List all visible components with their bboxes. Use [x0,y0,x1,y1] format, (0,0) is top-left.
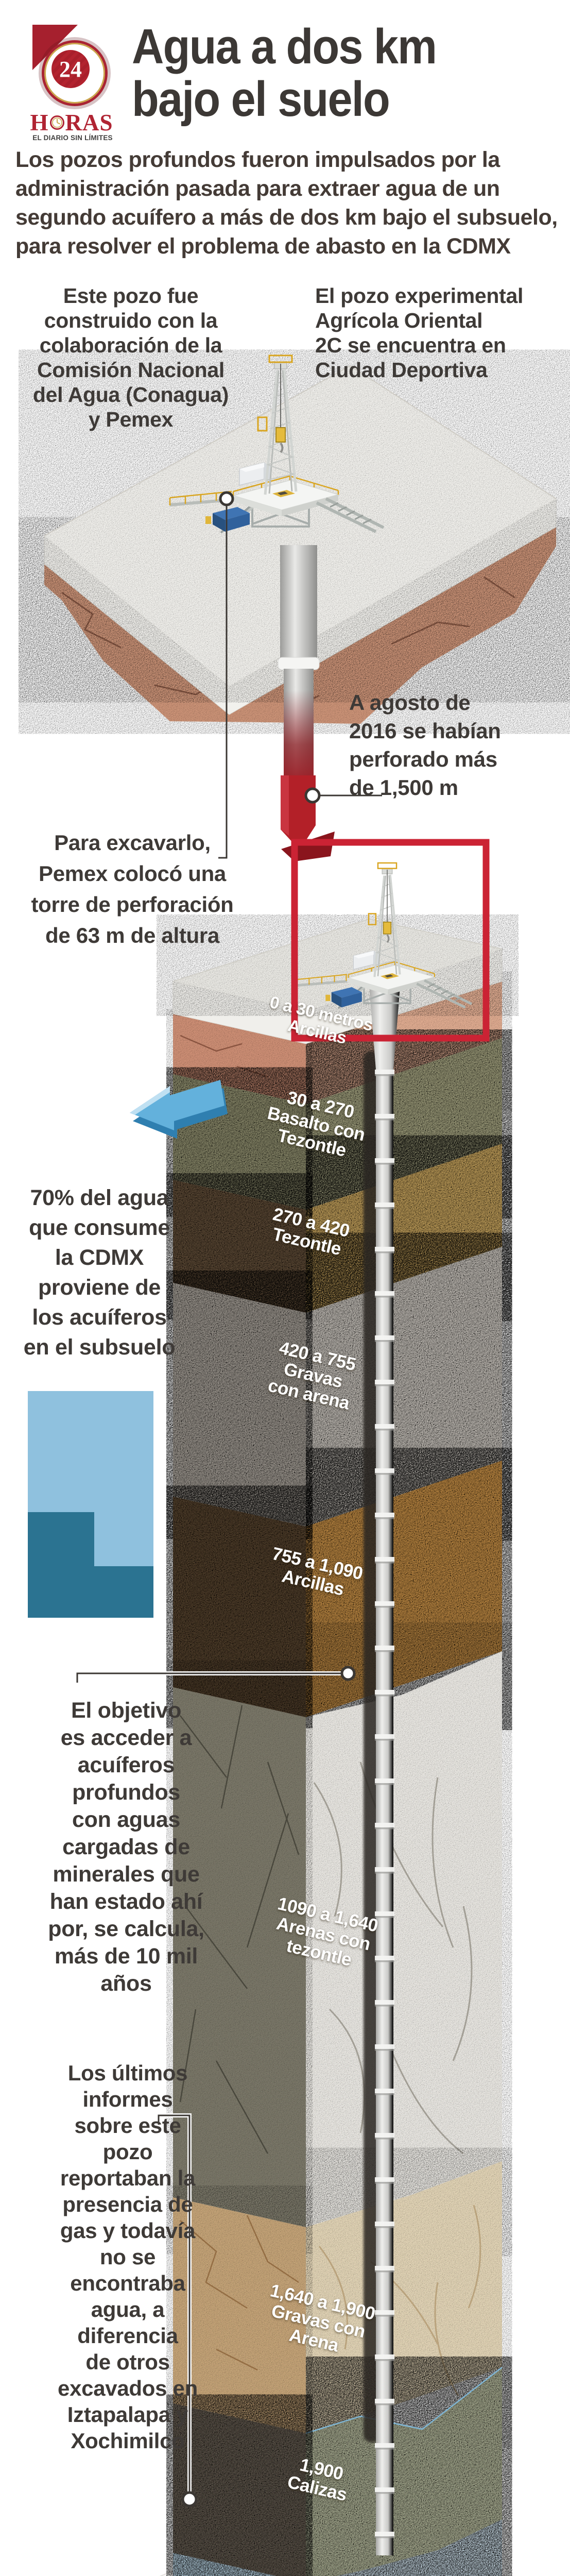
annotation-consumption: 70% del agua que consume la CDMX provien… [23,1185,176,1360]
annotation-depth-2016: A agosto de 2016 se habían perforado más… [349,690,501,800]
page-title: Agua a dos km bajo el suelo [132,19,437,127]
annotation-tower: Para excavarlo, Pemex colocó una torre d… [31,831,234,947]
aquifer-steps-icon [28,1391,153,1618]
logo-circle: 24 [51,50,90,88]
well-pipe-upper [278,545,320,850]
clock-icon [49,109,65,136]
logo-name: H RAS [30,109,113,136]
layer-arcillas-right [306,1461,502,1717]
layer-gravas-right [306,2161,502,2433]
layer-arcillas-front [173,1497,306,1717]
logo-number: 24 [59,56,82,82]
annotation-reports: Los últimos informes sobre este pozo rep… [58,2061,198,2453]
logo-tagline: EL DIARIO SIN LÍMITES [32,134,113,142]
layer-tezontle-front [173,1180,306,1313]
strata-column [159,918,503,2576]
logo-name-post: RAS [65,110,113,135]
layer-gravas-arena-right [306,1247,502,1527]
layer-basalto-right [306,1038,502,1210]
red-highlight-box [281,832,490,1042]
annotation-conagua: Este pozo fue construido con la colabora… [32,284,229,431]
annotation-location: El pozo experimental Agrícola Oriental 2… [315,284,524,382]
logo-ring: 24 [42,40,108,106]
conductor-casing [369,980,401,1070]
aquifer-arrow-icon [130,1080,228,1139]
layer-arenas-front [173,1687,306,2227]
layer-tezontle-right [306,1144,502,1313]
annotation-objective: El objetivo es acceder a acuíferos profu… [48,1698,204,1996]
logo-name-pre: H [30,110,49,135]
masthead-logo: 24 H RAS EL DIARIO SIN LÍMITES [30,24,113,142]
column-cap [173,919,502,1011]
page-subtitle: Los pozos profundos fueron impulsados po… [15,147,558,259]
layer-calizas-front [173,2403,306,2576]
layer-gravas-front [173,2197,306,2433]
layer-arenas-right [306,1651,502,2227]
layer-gravas-arena-front [173,1283,306,1527]
connectors [75,491,382,2507]
layer-calizas-right [306,2367,502,2576]
